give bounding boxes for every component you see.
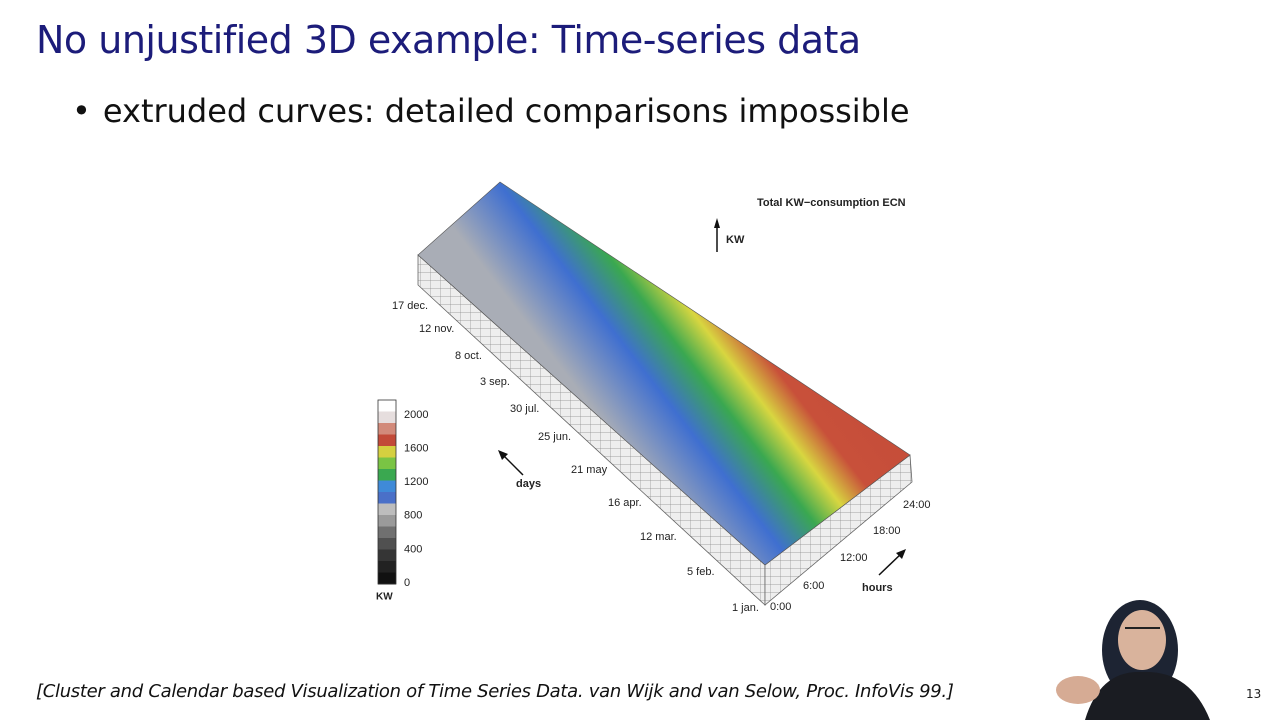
day-label: 12 mar.	[640, 531, 677, 543]
legend-label: 1600	[404, 443, 428, 455]
legend-swatch	[378, 526, 396, 539]
day-label: 12 nov.	[419, 323, 454, 335]
hour-label: 0:00	[770, 601, 791, 613]
figure-title: Total KW−consumption ECN	[757, 197, 906, 209]
legend-swatch	[378, 411, 396, 424]
legend-label: 1200	[404, 476, 428, 488]
hour-label: 24:00	[903, 499, 931, 511]
legend-unit: KW	[376, 592, 393, 603]
legend-swatch	[378, 572, 396, 585]
hours-arrow-head	[896, 549, 906, 559]
legend-swatch	[378, 457, 396, 470]
day-label: 25 jun.	[538, 431, 571, 443]
legend-swatch	[378, 469, 396, 481]
citation: [Cluster and Calendar based Visualizatio…	[36, 681, 954, 702]
bullet-text: extruded curves: detailed comparisons im…	[102, 92, 910, 130]
day-label: 1 jan.	[732, 602, 759, 614]
day-label: 17 dec.	[392, 300, 428, 312]
face	[1118, 610, 1166, 670]
webcam	[1040, 595, 1225, 720]
day-label: 16 apr.	[608, 497, 642, 509]
legend-border	[377, 399, 397, 585]
legend-label: 0	[404, 577, 410, 589]
body	[1085, 671, 1210, 720]
hour-label: 18:00	[873, 525, 901, 537]
day-label: 30 jul.	[510, 403, 539, 415]
days-label: days	[516, 478, 541, 490]
legend-swatch	[378, 480, 396, 493]
legend-label: 2000	[404, 409, 428, 421]
day-label: 3 sep.	[480, 376, 510, 388]
legend-label: 400	[404, 543, 422, 555]
day-label: 8 oct.	[455, 350, 482, 362]
surface	[417, 181, 911, 566]
bullet-dot: •	[72, 92, 91, 130]
hour-label: 6:00	[803, 580, 824, 592]
hours-label: hours	[862, 582, 893, 594]
hour-label: 12:00	[840, 552, 868, 564]
days-arrow-head	[498, 450, 508, 460]
legend-swatch	[378, 561, 396, 573]
legend-swatch	[378, 503, 396, 516]
legend-swatch	[378, 423, 396, 435]
day-label: 21 may	[571, 464, 608, 476]
legend-swatch	[378, 446, 396, 458]
legend-swatch	[378, 549, 396, 562]
legend-label: 800	[404, 510, 422, 522]
page-number: 13	[1246, 687, 1262, 701]
legend-swatch	[378, 400, 396, 412]
slide-title: No unjustified 3D example: Time-series d…	[36, 18, 861, 62]
bullet: • extruded curves: detailed comparisons i…	[72, 92, 910, 130]
legend-bar	[377, 399, 397, 585]
kw-label: KW	[726, 234, 745, 246]
legend-swatch	[378, 434, 396, 447]
legend-swatch	[378, 538, 396, 550]
day-label: 5 feb.	[687, 566, 715, 578]
kw-arrow-head	[714, 218, 720, 228]
legend-swatch	[378, 492, 396, 504]
legend-swatch	[378, 515, 396, 527]
hand	[1056, 676, 1100, 704]
